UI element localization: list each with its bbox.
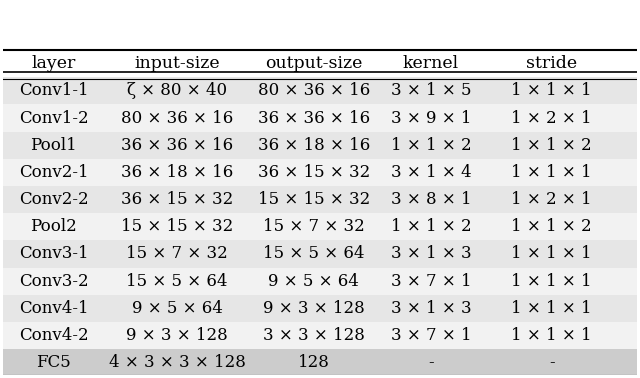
Text: ζ × 80 × 40: ζ × 80 × 40: [127, 82, 227, 99]
Text: 3 × 8 × 1: 3 × 8 × 1: [390, 191, 471, 208]
Text: 36 × 15 × 32: 36 × 15 × 32: [257, 164, 370, 181]
Text: 1 × 2 × 1: 1 × 2 × 1: [511, 191, 592, 208]
Text: 80 × 36 × 16: 80 × 36 × 16: [121, 110, 234, 127]
Text: Conv3-2: Conv3-2: [19, 273, 88, 290]
Bar: [3, 213, 637, 240]
Text: 1 × 1 × 2: 1 × 1 × 2: [390, 137, 471, 154]
Bar: [3, 322, 637, 349]
Text: 1 × 1 × 1: 1 × 1 × 1: [511, 164, 592, 181]
Text: Conv2-2: Conv2-2: [19, 191, 88, 208]
Text: 1 × 1 × 1: 1 × 1 × 1: [511, 273, 592, 290]
Bar: [3, 268, 637, 295]
Text: 36 × 18 × 16: 36 × 18 × 16: [257, 137, 370, 154]
Text: 3 × 1 × 5: 3 × 1 × 5: [391, 82, 471, 99]
Text: 4 × 3 × 3 × 128: 4 × 3 × 3 × 128: [109, 354, 246, 371]
Text: input-size: input-size: [134, 55, 220, 72]
Text: Pool1: Pool1: [30, 137, 77, 154]
Text: Conv4-2: Conv4-2: [19, 327, 88, 344]
Text: output-size: output-size: [265, 55, 362, 72]
Text: 3 × 3 × 128: 3 × 3 × 128: [262, 327, 365, 344]
Text: 15 × 5 × 64: 15 × 5 × 64: [127, 273, 228, 290]
Text: -: -: [548, 354, 554, 371]
Text: Conv3-1: Conv3-1: [19, 245, 88, 262]
Text: Pool2: Pool2: [30, 218, 77, 235]
Text: 15 × 15 × 32: 15 × 15 × 32: [257, 191, 370, 208]
Text: 36 × 15 × 32: 36 × 15 × 32: [121, 191, 234, 208]
Text: stride: stride: [526, 55, 577, 72]
Text: 15 × 15 × 32: 15 × 15 × 32: [121, 218, 234, 235]
Text: 36 × 18 × 16: 36 × 18 × 16: [121, 164, 234, 181]
Text: 1 × 2 × 1: 1 × 2 × 1: [511, 110, 592, 127]
Text: 128: 128: [298, 354, 330, 371]
Bar: [3, 186, 637, 213]
Text: 15 × 7 × 32: 15 × 7 × 32: [263, 218, 365, 235]
Text: 80 × 36 × 16: 80 × 36 × 16: [257, 82, 370, 99]
Text: 1 × 1 × 2: 1 × 1 × 2: [511, 137, 592, 154]
Text: 1 × 1 × 2: 1 × 1 × 2: [511, 218, 592, 235]
Text: Conv4-1: Conv4-1: [19, 300, 88, 317]
Bar: [3, 132, 637, 159]
Text: 3 × 1 × 3: 3 × 1 × 3: [390, 300, 471, 317]
Text: 3 × 9 × 1: 3 × 9 × 1: [391, 110, 471, 127]
Text: 3 × 7 × 1: 3 × 7 × 1: [390, 273, 471, 290]
Text: 36 × 36 × 16: 36 × 36 × 16: [121, 137, 234, 154]
Text: 36 × 36 × 16: 36 × 36 × 16: [257, 110, 370, 127]
Text: 1 × 1 × 1: 1 × 1 × 1: [511, 300, 592, 317]
Text: 9 × 3 × 128: 9 × 3 × 128: [263, 300, 365, 317]
Text: 1 × 1 × 1: 1 × 1 × 1: [511, 82, 592, 99]
Text: Conv1-1: Conv1-1: [19, 82, 88, 99]
Bar: [3, 104, 637, 132]
Bar: [3, 240, 637, 268]
Text: 1 × 1 × 1: 1 × 1 × 1: [511, 327, 592, 344]
Text: 3 × 1 × 3: 3 × 1 × 3: [390, 245, 471, 262]
Bar: [3, 159, 637, 186]
Text: 3 × 7 × 1: 3 × 7 × 1: [390, 327, 471, 344]
Text: layer: layer: [31, 55, 76, 72]
Bar: [3, 295, 637, 322]
Text: Conv2-1: Conv2-1: [19, 164, 88, 181]
Text: 1 × 1 × 2: 1 × 1 × 2: [390, 218, 471, 235]
Text: Conv1-2: Conv1-2: [19, 110, 88, 127]
Text: 9 × 5 × 64: 9 × 5 × 64: [132, 300, 223, 317]
Text: FC5: FC5: [36, 354, 71, 371]
Bar: [3, 349, 637, 376]
Text: 3 × 1 × 4: 3 × 1 × 4: [390, 164, 471, 181]
Text: -: -: [428, 354, 434, 371]
Text: 15 × 7 × 32: 15 × 7 × 32: [126, 245, 228, 262]
Text: kernel: kernel: [403, 55, 459, 72]
Text: 9 × 5 × 64: 9 × 5 × 64: [268, 273, 359, 290]
Bar: [3, 50, 637, 77]
Bar: [3, 77, 637, 104]
Text: 9 × 3 × 128: 9 × 3 × 128: [126, 327, 228, 344]
Text: 1 × 1 × 1: 1 × 1 × 1: [511, 245, 592, 262]
Text: 15 × 5 × 64: 15 × 5 × 64: [263, 245, 364, 262]
